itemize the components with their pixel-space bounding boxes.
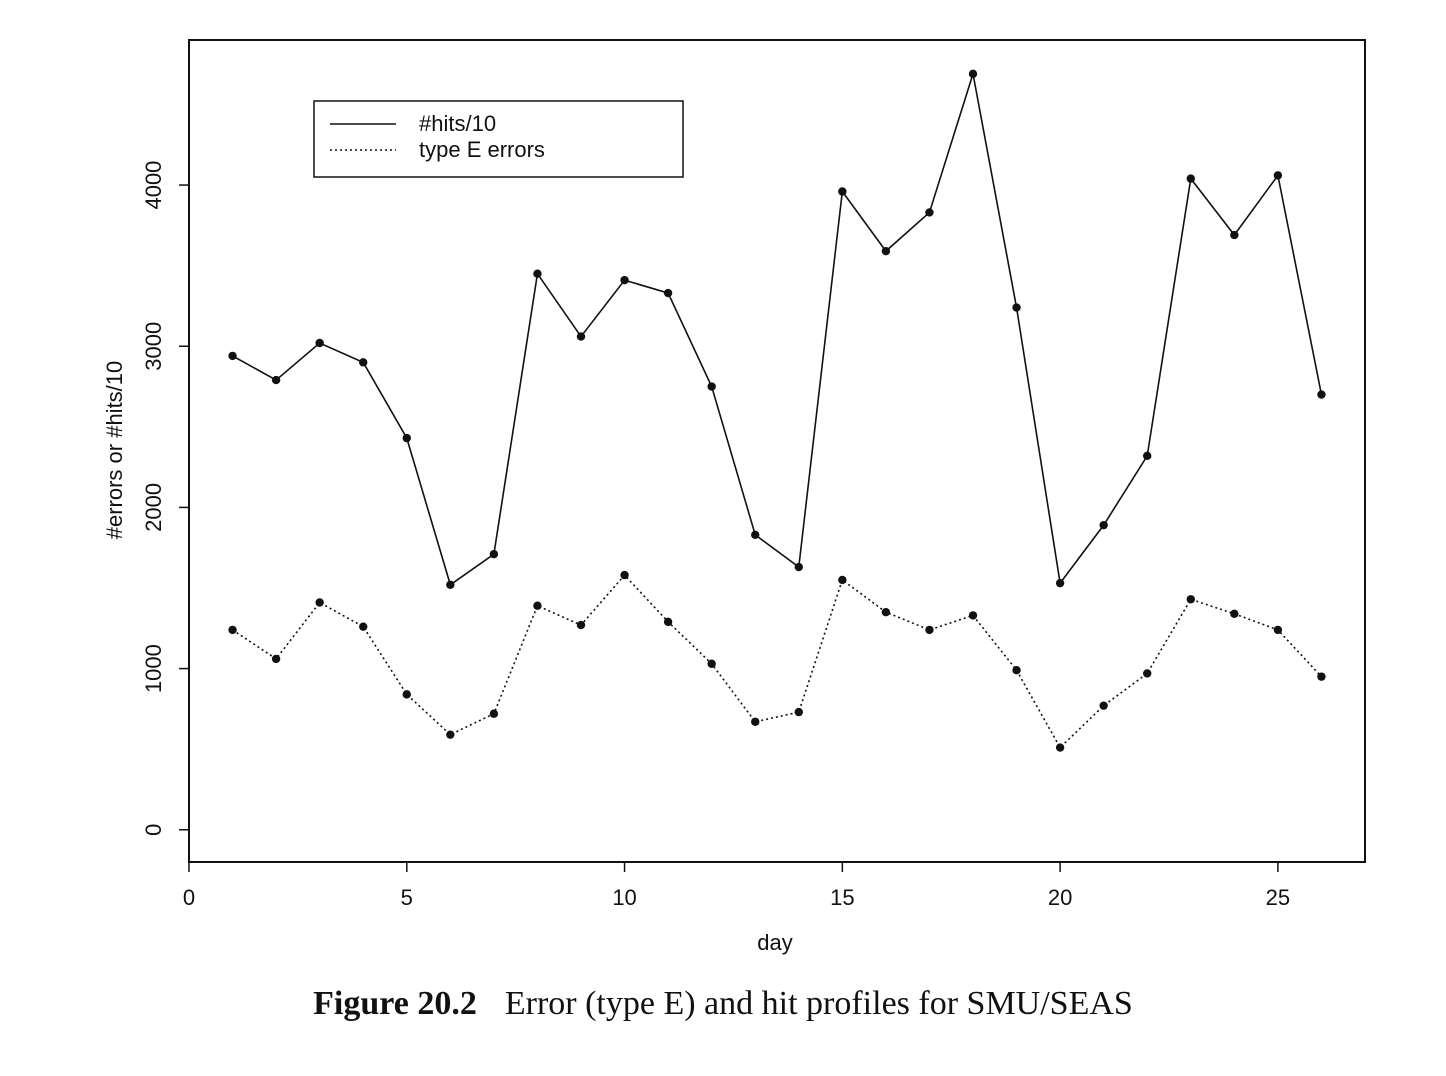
x-tick-label: 5 xyxy=(401,885,413,910)
y-tick-label: 0 xyxy=(141,824,166,836)
series-1-point xyxy=(1230,609,1239,618)
series-1-point xyxy=(794,707,803,717)
series-1-point xyxy=(228,625,237,635)
series-1-point xyxy=(881,607,891,617)
legend-label-hits: #hits/10 xyxy=(419,111,496,136)
y-axis: 0 1000 2000 3000 4000 xyxy=(141,161,189,836)
series-0-point xyxy=(620,275,629,285)
series-0-point xyxy=(228,351,237,361)
series-line-0 xyxy=(232,73,1323,587)
series-1-point xyxy=(620,570,629,580)
series-0-point xyxy=(1273,171,1283,180)
series-1-point xyxy=(576,620,586,630)
series-1-point xyxy=(1099,701,1108,710)
series-0-point xyxy=(533,269,542,278)
figure-caption-label: Figure 20.2 xyxy=(313,985,477,1022)
series-layer xyxy=(228,69,1326,752)
series-1-point xyxy=(838,575,847,585)
series-0-point xyxy=(359,358,368,367)
series-line-1 xyxy=(232,573,1323,749)
series-1-point xyxy=(925,625,934,635)
y-tick-label: 3000 xyxy=(141,322,166,371)
series-0-point xyxy=(881,246,891,256)
series-1-point xyxy=(663,617,673,627)
series-0-point xyxy=(271,375,281,385)
plot-frame xyxy=(188,39,1366,863)
series-1-point xyxy=(446,730,455,739)
legend: #hits/10 type E errors xyxy=(313,100,684,178)
series-0-point xyxy=(1099,520,1108,530)
series-0-point xyxy=(1012,303,1021,312)
series-0-point xyxy=(489,549,499,559)
series-1-point xyxy=(402,690,411,699)
series-0-point xyxy=(707,382,716,391)
series-1-point xyxy=(751,717,760,726)
series-1-point xyxy=(489,709,499,718)
y-tick-label: 4000 xyxy=(141,161,166,210)
series-1-point xyxy=(1055,743,1065,752)
series-0-point xyxy=(576,332,586,341)
series-0-point xyxy=(446,580,455,589)
series-1-point xyxy=(359,622,368,631)
series-0-point xyxy=(1230,230,1239,240)
series-1-point xyxy=(1317,672,1326,681)
x-tick-label: 0 xyxy=(183,885,195,910)
series-1-point xyxy=(271,654,281,664)
legend-box xyxy=(313,100,684,178)
series-0-point xyxy=(1143,451,1152,461)
y-tick-label: 2000 xyxy=(141,483,166,532)
series-1-point xyxy=(968,611,978,620)
x-tick-label: 15 xyxy=(830,885,854,910)
x-tick-label: 20 xyxy=(1048,885,1072,910)
legend-label-errors: type E errors xyxy=(419,137,545,162)
series-0-point xyxy=(838,187,847,196)
x-axis-title: day xyxy=(757,930,792,955)
figure-caption: Figure 20.2 Error (type E) and hit profil… xyxy=(0,985,1446,1023)
series-0-point xyxy=(925,208,934,217)
series-0-point xyxy=(1186,174,1195,183)
series-0-point xyxy=(1317,390,1326,399)
x-tick-label: 10 xyxy=(612,885,636,910)
series-1-point xyxy=(1186,595,1195,604)
y-axis-title: #errors or #hits/10 xyxy=(102,361,127,540)
series-0-point xyxy=(402,433,411,443)
series-1-point xyxy=(1143,669,1152,678)
y-tick-label: 1000 xyxy=(141,644,166,693)
series-1-point xyxy=(707,659,716,668)
x-tick-label: 25 xyxy=(1266,885,1290,910)
series-0-point xyxy=(968,69,978,79)
series-1-point xyxy=(315,598,324,607)
series-0-point xyxy=(751,530,760,540)
series-0-point xyxy=(315,338,324,348)
x-axis: 0 5 10 15 20 25 xyxy=(183,862,1290,910)
series-0-point xyxy=(663,288,673,298)
series-1-point xyxy=(1012,666,1021,675)
series-1-point xyxy=(1273,625,1283,635)
series-0-point xyxy=(1055,578,1065,588)
series-1-point xyxy=(533,601,542,610)
series-0-point xyxy=(794,562,803,572)
chart: 0 5 10 15 20 25 0 1000 2000 3000 4000 day #errors… xyxy=(102,39,1366,955)
figure-caption-text: Error (type E) and hit profiles for SMU/… xyxy=(504,985,1133,1022)
